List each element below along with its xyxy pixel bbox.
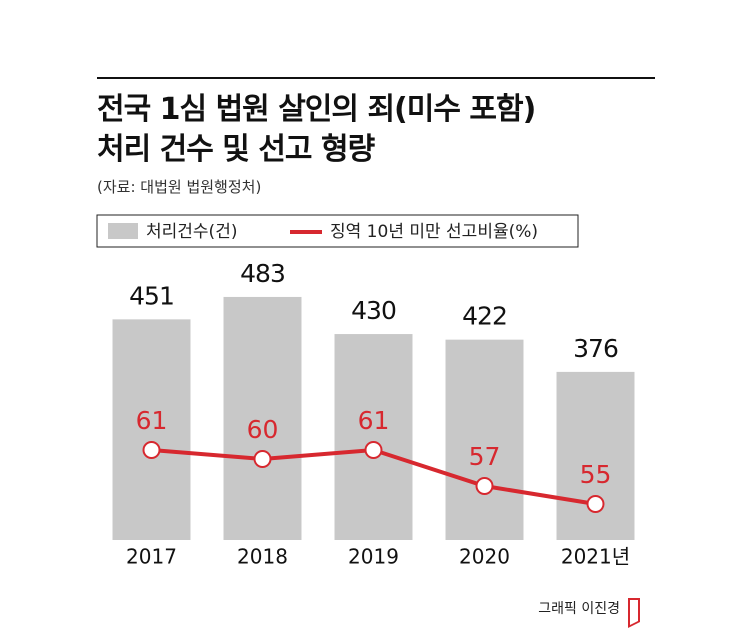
bar <box>223 296 302 540</box>
bar <box>556 371 635 540</box>
point <box>253 450 272 468</box>
point <box>475 477 494 495</box>
source: (자료: 대법원 법원행정처) <box>97 178 262 196</box>
value-label: 55 <box>580 460 612 489</box>
x-tick-label: 2021년 <box>561 545 630 569</box>
bar <box>334 334 413 540</box>
value-label: 61 <box>358 406 390 435</box>
point <box>142 441 161 459</box>
bar <box>112 319 191 540</box>
value-label: 61 <box>136 406 168 435</box>
x-tick-label: 2019 <box>348 545 399 569</box>
x-tick-label: 2017 <box>126 545 177 569</box>
legend-label: 처리건수(건) <box>146 222 237 242</box>
credit: 그래픽 이진경 <box>538 601 620 617</box>
value-label: 422 <box>462 302 507 331</box>
value-label: 451 <box>129 281 174 310</box>
legend-label: 징역 10년 미만 선고비율(%) <box>330 222 538 242</box>
value-label: 60 <box>247 415 279 444</box>
credit-icon <box>628 598 640 628</box>
bar <box>445 339 524 540</box>
value-label: 57 <box>469 442 501 471</box>
value-label: 376 <box>573 334 618 363</box>
legend-box <box>96 214 579 248</box>
chart-title: 전국 1심 법원 살인의 죄(미수 포함) 처리 건수 및 선고 형량 <box>97 92 536 167</box>
legend-swatch <box>108 223 138 239</box>
value-label: 483 <box>240 259 285 288</box>
x-tick-label: 2020 <box>459 545 510 569</box>
point <box>586 495 605 513</box>
point <box>364 441 383 459</box>
value-label: 430 <box>351 296 396 325</box>
x-tick-label: 2018 <box>237 545 288 569</box>
